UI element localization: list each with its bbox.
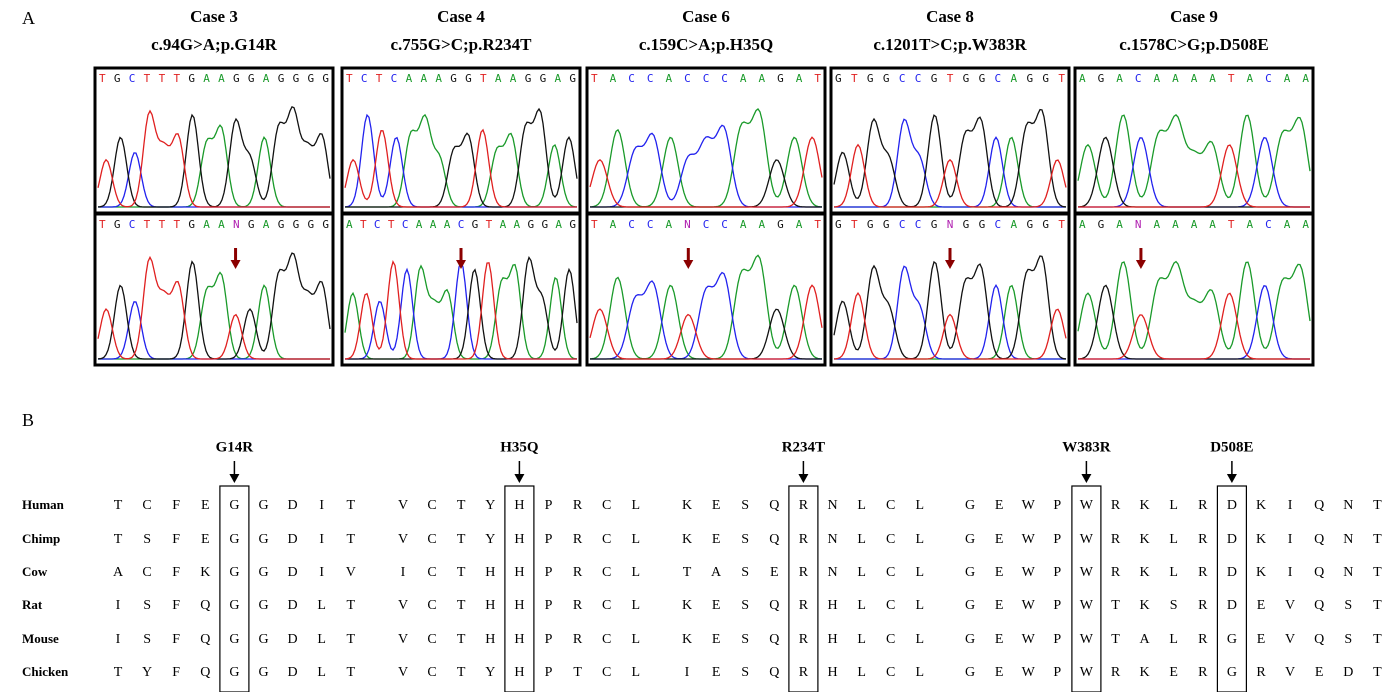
alignment-box [1072, 486, 1101, 692]
trace [98, 273, 330, 360]
case-title: Case 8 [926, 7, 974, 26]
arrow-head [683, 260, 693, 269]
trace [345, 115, 577, 207]
arrow-head [1227, 474, 1237, 483]
trace [345, 258, 577, 360]
trace [1078, 293, 1310, 359]
mutation-label: W383R [1062, 439, 1111, 455]
mutation-label: H35Q [500, 439, 539, 455]
arrow-head [231, 260, 241, 269]
case-title: Case 3 [190, 7, 238, 26]
trace [345, 265, 577, 359]
trace [1078, 262, 1310, 349]
arrow-head [229, 474, 239, 483]
trace [345, 262, 577, 359]
species: Mouse [22, 631, 59, 646]
trace [98, 257, 330, 359]
species: Human [22, 497, 65, 512]
trace [98, 111, 330, 207]
arrow-head [1136, 260, 1146, 269]
page: A B Case 3 c.94G>A;p.G14R TGCTTTGAAGGAGGGG… [0, 0, 1391, 692]
alignment-box [505, 486, 534, 692]
trace [98, 125, 330, 207]
mutation: c.159C>A;p.H35Q [639, 35, 773, 54]
mutation-label: D508E [1210, 439, 1253, 455]
mutation: c.1201T>C;p.W383R [873, 35, 1027, 54]
chromatogram-frame [831, 68, 1069, 213]
trace [590, 109, 822, 207]
alignment-box [789, 486, 818, 692]
case-title: Case 4 [437, 7, 485, 26]
arrow-head [514, 474, 524, 483]
mutation-label: G14R [216, 439, 254, 455]
mutation: c.1578C>G;p.D508E [1119, 35, 1268, 54]
mutation: c.94G>A;p.G14R [151, 35, 278, 54]
mutation: c.755G>C;p.R234T [391, 35, 533, 54]
alignment-box [220, 486, 249, 692]
arrow-head [456, 260, 466, 269]
species: Chicken [22, 664, 69, 679]
trace [590, 285, 822, 359]
chromatogram-frame [342, 214, 580, 365]
alignment-box [1217, 486, 1246, 692]
trace [1078, 145, 1310, 207]
arrow-head [798, 474, 808, 483]
case-title: Case 6 [682, 7, 730, 26]
chromatogram-frame [831, 214, 1069, 365]
trace [345, 130, 577, 207]
case-title: Case 9 [1170, 7, 1218, 26]
mutation-label: R234T [782, 439, 825, 455]
species: Cow [22, 564, 48, 579]
trace [834, 266, 1066, 359]
trace [345, 262, 577, 360]
trace [1078, 115, 1310, 198]
arrow-head [1081, 474, 1091, 483]
trace [590, 137, 822, 207]
arrow-head [945, 260, 955, 269]
species: Rat [22, 597, 43, 612]
trace [590, 255, 822, 359]
trace [834, 119, 1066, 207]
species: Chimp [22, 531, 60, 546]
figure: A B Case 3 c.94G>A;p.G14R TGCTTTGAAGGAGGGG… [0, 0, 1391, 692]
residues: TYFQGGDLT [114, 665, 356, 680]
panel-label: A [22, 8, 35, 28]
trace [834, 145, 1066, 207]
panel-label: B [22, 410, 34, 430]
